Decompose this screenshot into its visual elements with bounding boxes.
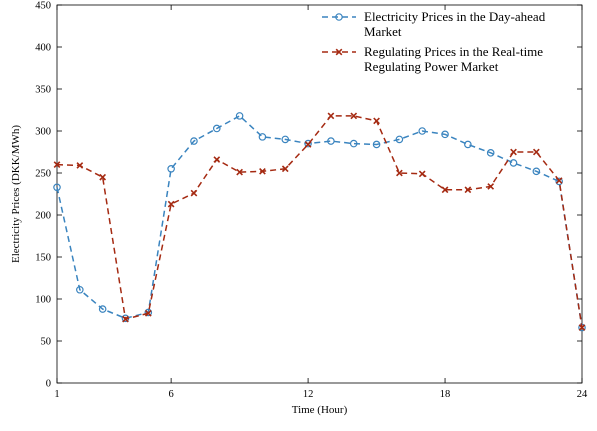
legend-marker bbox=[335, 48, 343, 56]
data-point bbox=[372, 140, 381, 149]
data-point bbox=[304, 139, 312, 148]
data-point bbox=[327, 137, 335, 145]
y-tick-label: 300 bbox=[35, 127, 51, 138]
series-line-1 bbox=[56, 114, 583, 328]
legend-marker bbox=[335, 13, 343, 21]
data-point bbox=[144, 308, 153, 317]
data-point bbox=[212, 124, 221, 133]
data-point bbox=[395, 135, 404, 144]
data-point bbox=[350, 112, 358, 120]
legend-label: Regulating Prices in the Real-time bbox=[364, 44, 543, 59]
plot-frame bbox=[56, 4, 583, 384]
legend-label: Regulating Power Market bbox=[364, 59, 499, 74]
series-layer bbox=[53, 112, 586, 332]
x-tick-label: 1 bbox=[54, 389, 59, 400]
y-axis-title: Electricity Prices (DKK/MWh) bbox=[10, 125, 22, 263]
data-point bbox=[532, 167, 541, 176]
data-point bbox=[53, 183, 61, 192]
y-tick-label: 50 bbox=[41, 337, 52, 348]
legend-label: Market bbox=[364, 24, 402, 39]
data-point bbox=[213, 156, 221, 163]
y-tick-label: 350 bbox=[35, 85, 51, 96]
data-point bbox=[510, 148, 517, 156]
x-tick-label: 6 bbox=[169, 389, 174, 400]
data-point bbox=[464, 186, 472, 194]
data-point bbox=[281, 135, 290, 144]
legend-item-1: Electricity Prices in the Day-aheadMarke… bbox=[322, 9, 546, 39]
x-tick-label: 18 bbox=[440, 389, 451, 400]
data-point bbox=[258, 133, 267, 141]
legend-item-2: Regulating Prices in the Real-timeRegula… bbox=[322, 44, 543, 74]
data-point bbox=[236, 168, 243, 176]
data-point bbox=[76, 285, 84, 294]
data-point bbox=[281, 165, 289, 173]
data-point bbox=[464, 140, 472, 149]
data-point bbox=[532, 148, 540, 156]
axis-ticks: 0 50 100 150 200 250 300 350 400 450 1 6 12 18 24 bbox=[35, 1, 588, 401]
data-point bbox=[578, 324, 586, 331]
data-point bbox=[349, 139, 358, 148]
series-1 bbox=[53, 112, 586, 332]
x-axis-title: Time (Hour) bbox=[292, 404, 348, 416]
data-point bbox=[167, 165, 175, 173]
data-point bbox=[144, 309, 152, 317]
legend: Electricity Prices in the Day-aheadMarke… bbox=[322, 9, 546, 74]
y-tick-label: 150 bbox=[35, 253, 51, 264]
data-point bbox=[418, 127, 427, 135]
y-tick-label: 450 bbox=[35, 1, 51, 12]
data-point bbox=[486, 149, 495, 157]
data-point bbox=[327, 112, 335, 120]
series-line-2 bbox=[56, 115, 583, 328]
data-point bbox=[190, 137, 198, 145]
y-tick-label: 100 bbox=[35, 295, 51, 306]
data-point bbox=[98, 305, 107, 313]
data-point bbox=[373, 117, 380, 125]
y-tick-label: 0 bbox=[46, 379, 51, 390]
data-point bbox=[304, 141, 312, 148]
data-point bbox=[190, 189, 198, 197]
y-tick-label: 200 bbox=[35, 211, 51, 222]
data-point bbox=[487, 183, 495, 190]
series-2 bbox=[53, 112, 586, 331]
data-point bbox=[396, 169, 403, 177]
y-tick-label: 250 bbox=[35, 169, 51, 180]
legend-label: Electricity Prices in the Day-ahead bbox=[364, 9, 546, 24]
data-point bbox=[441, 186, 449, 194]
data-point bbox=[235, 112, 244, 120]
x-tick-label: 12 bbox=[303, 389, 314, 400]
data-point bbox=[76, 162, 84, 169]
data-point bbox=[99, 173, 107, 181]
data-point bbox=[167, 200, 175, 208]
plot-border bbox=[56, 4, 583, 384]
data-point bbox=[259, 167, 266, 175]
data-point bbox=[555, 177, 563, 186]
y-tick-label: 400 bbox=[35, 43, 51, 54]
data-point bbox=[122, 315, 129, 323]
data-point bbox=[53, 161, 61, 168]
data-point bbox=[441, 130, 449, 139]
data-point bbox=[509, 159, 518, 167]
x-tick-label: 24 bbox=[577, 389, 588, 400]
data-point bbox=[555, 177, 563, 184]
data-point bbox=[418, 170, 426, 178]
